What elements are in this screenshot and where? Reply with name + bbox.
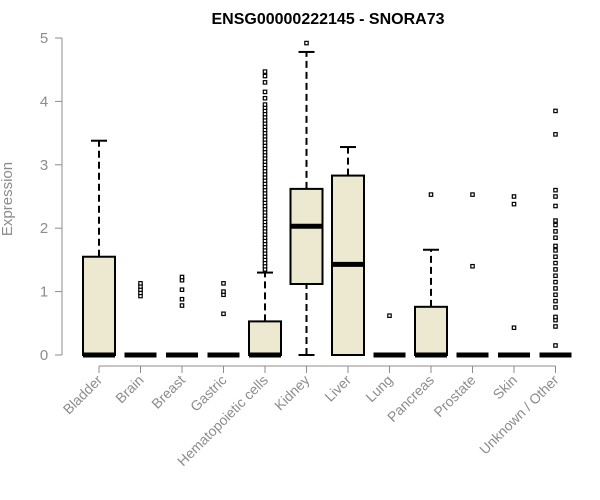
- outlier-point: [262, 102, 268, 107]
- outlier-point: [262, 89, 268, 95]
- outlier-point: [221, 289, 226, 294]
- outlier-point: [262, 95, 268, 101]
- outlier-point: [553, 279, 558, 285]
- x-tick-label: Kidney: [271, 372, 313, 414]
- outlier-point: [553, 324, 558, 329]
- outlier-point: [553, 132, 558, 137]
- x-tick-label: Bladder: [60, 372, 106, 418]
- x-tick-label: Prostate: [430, 372, 478, 420]
- outlier-point: [138, 281, 143, 286]
- box-group: [414, 192, 448, 358]
- y-tick-label: 5: [40, 30, 48, 47]
- box-group: [456, 192, 489, 358]
- box-group: [289, 40, 324, 356]
- y-tick-label: 1: [40, 284, 48, 301]
- outlier-point: [262, 69, 268, 74]
- box-group: [373, 313, 406, 358]
- y-axis: 0 1 2 3 4 5: [40, 30, 63, 364]
- box-group: [207, 281, 240, 358]
- outlier-point: [262, 80, 268, 85]
- box-group: [82, 139, 116, 358]
- box-group: [248, 69, 282, 358]
- outlier-point: [553, 305, 558, 310]
- box-group: [166, 274, 198, 358]
- box-group: [331, 146, 365, 356]
- outlier-point: [470, 192, 475, 197]
- plot-area: [82, 40, 572, 358]
- outlier-point: [553, 292, 558, 298]
- box-iqr: [82, 255, 116, 357]
- chart-title: ENSG00000222145 - SNORA73: [211, 11, 444, 28]
- outlier-point: [553, 187, 558, 193]
- outlier-point: [511, 201, 517, 207]
- outlier-point: [553, 260, 558, 266]
- outlier-point: [179, 296, 185, 302]
- outlier-point: [553, 273, 558, 279]
- outlier-point: [179, 287, 185, 292]
- outlier-point: [553, 108, 558, 114]
- outlier-point: [428, 192, 434, 197]
- y-tick-label: 3: [40, 157, 48, 174]
- x-tick-label: Brain: [112, 372, 146, 406]
- outlier-point: [553, 222, 558, 228]
- box-group: [498, 194, 530, 358]
- outlier-point: [470, 263, 475, 269]
- outlier-point: [511, 194, 517, 199]
- x-tick-label: Unknown / Other: [476, 372, 562, 458]
- outlier-point: [553, 267, 558, 272]
- box-group: [124, 281, 157, 358]
- box-iqr: [289, 187, 324, 285]
- outlier-point: [553, 229, 558, 234]
- outlier-point: [553, 343, 558, 348]
- outlier-point: [553, 203, 558, 209]
- outlier-point: [553, 314, 558, 320]
- outlier-point: [553, 218, 558, 223]
- outlier-point: [553, 243, 558, 249]
- outlier-point: [553, 254, 558, 260]
- y-tick-label: 4: [40, 93, 48, 110]
- outlier-point: [511, 325, 517, 331]
- outlier-point: [553, 298, 558, 304]
- box-iqr: [414, 305, 448, 357]
- outlier-point: [304, 40, 309, 46]
- box-group: [539, 108, 572, 358]
- outlier-point: [221, 311, 226, 317]
- outlier-point: [553, 286, 558, 291]
- y-axis-label: Expression: [0, 162, 16, 236]
- box-iqr: [248, 320, 282, 357]
- outlier-point: [179, 303, 185, 308]
- outlier-point: [387, 313, 392, 318]
- y-tick-label: 0: [40, 347, 48, 364]
- outlier-point: [553, 194, 558, 199]
- x-tick-label: Skin: [490, 372, 521, 403]
- x-tick-label: Liver: [321, 372, 354, 405]
- outlier-point: [553, 235, 558, 241]
- outlier-point: [553, 248, 558, 253]
- outlier-point: [262, 73, 268, 79]
- x-tick-label: Lung: [362, 372, 395, 405]
- y-tick-label: 2: [40, 220, 48, 237]
- outlier-point: [179, 274, 185, 280]
- x-tick-label: Breast: [148, 372, 188, 412]
- outlier-point: [221, 281, 226, 286]
